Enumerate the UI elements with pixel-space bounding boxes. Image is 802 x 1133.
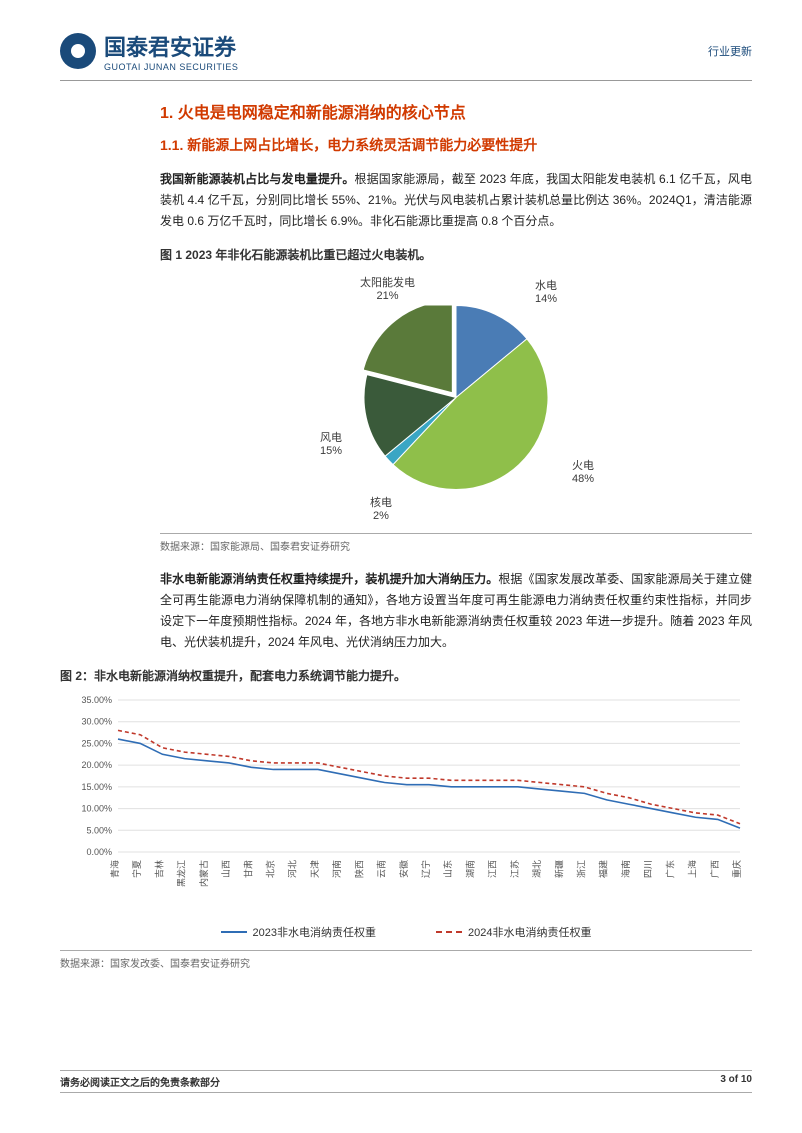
- section-heading-1: 1. 火电是电网稳定和新能源消纳的核心节点: [160, 99, 752, 123]
- pie-label-nuclear: 核电2%: [370, 494, 392, 522]
- svg-text:四川: 四川: [643, 860, 653, 878]
- svg-text:广东: 广东: [664, 860, 675, 878]
- figure-1-source: 数据来源：国家能源局、国泰君安证券研究: [160, 533, 752, 553]
- figure-2-legend: 2023非水电消纳责任权重 2024非水电消纳责任权重: [60, 924, 752, 940]
- footer-disclaimer: 请务必阅读正文之后的免责条款部分: [60, 1074, 220, 1089]
- svg-text:广西: 广西: [709, 860, 720, 878]
- figure-2-line-chart: 0.00% 5.00% 10.00% 15.00% 20.00% 25.00% 30.00%…: [60, 690, 752, 920]
- page-header: 国泰君安证券 GUOTAI JUNAN SECURITIES 行业更新: [60, 30, 752, 81]
- svg-text:吉林: 吉林: [153, 860, 164, 878]
- doc-type-label: 行业更新: [708, 43, 752, 59]
- svg-text:宁夏: 宁夏: [131, 860, 142, 878]
- main-content: 1. 火电是电网稳定和新能源消纳的核心节点 1.1. 新能源上网占比增长，电力系…: [160, 99, 752, 653]
- svg-text:5.00%: 5.00%: [86, 825, 112, 835]
- svg-text:黑龙江: 黑龙江: [176, 860, 187, 887]
- svg-text:35.00%: 35.00%: [81, 695, 112, 705]
- company-name-cn: 国泰君安证券: [104, 30, 238, 62]
- svg-text:青海: 青海: [109, 860, 120, 878]
- legend-item-2024: 2024非水电消纳责任权重: [436, 924, 591, 940]
- svg-text:15.00%: 15.00%: [81, 782, 112, 792]
- legend-label-2023: 2023非水电消纳责任权重: [253, 924, 376, 940]
- paragraph-1-lead: 我国新能源装机占比与发电量提升。: [160, 172, 354, 186]
- figure-1-caption: 图 1 2023 年非化石能源装机比重已超过火电装机。: [160, 246, 752, 263]
- pie-label-wind: 风电15%: [320, 429, 342, 457]
- svg-text:30.00%: 30.00%: [81, 717, 112, 727]
- svg-text:20.00%: 20.00%: [81, 760, 112, 770]
- svg-text:内蒙古: 内蒙古: [198, 860, 209, 887]
- legend-label-2024: 2024非水电消纳责任权重: [468, 924, 591, 940]
- company-name-en: GUOTAI JUNAN SECURITIES: [104, 62, 238, 72]
- svg-text:浙江: 浙江: [576, 860, 587, 878]
- svg-text:福建: 福建: [598, 860, 609, 878]
- svg-text:天津: 天津: [310, 860, 320, 878]
- svg-text:陕西: 陕西: [353, 860, 364, 878]
- svg-text:10.00%: 10.00%: [81, 804, 112, 814]
- legend-swatch-solid-icon: [221, 931, 247, 933]
- svg-text:甘肃: 甘肃: [242, 860, 253, 878]
- legend-swatch-dash-icon: [436, 931, 462, 933]
- svg-text:河北: 河北: [287, 860, 298, 878]
- svg-text:湖南: 湖南: [464, 860, 475, 878]
- svg-text:辽宁: 辽宁: [420, 860, 431, 878]
- section-heading-1-1: 1.1. 新能源上网占比增长，电力系统灵活调节能力必要性提升: [160, 135, 752, 155]
- brand-logo-icon: [60, 33, 96, 69]
- svg-text:新疆: 新疆: [553, 860, 564, 878]
- svg-text:湖北: 湖北: [532, 860, 542, 878]
- svg-text:山西: 山西: [221, 860, 231, 878]
- svg-text:江西: 江西: [488, 860, 498, 878]
- pie-label-hydro: 水电14%: [535, 277, 557, 305]
- pie-label-thermal: 火电48%: [572, 457, 594, 485]
- figure-2-caption: 图 2：非水电新能源消纳权重提升，配套电力系统调节能力提升。: [60, 667, 752, 684]
- svg-text:北京: 北京: [265, 860, 276, 878]
- svg-text:25.00%: 25.00%: [81, 738, 112, 748]
- paragraph-2: 非水电新能源消纳责任权重持续提升，装机提升加大消纳压力。根据《国家发展改革委、国…: [160, 569, 752, 653]
- page-root: 国泰君安证券 GUOTAI JUNAN SECURITIES 行业更新 1. 火…: [0, 0, 802, 1133]
- paragraph-1: 我国新能源装机占比与发电量提升。根据国家能源局，截至 2023 年底，我国太阳能…: [160, 169, 752, 232]
- svg-text:重庆: 重庆: [731, 860, 742, 878]
- legend-item-2023: 2023非水电消纳责任权重: [221, 924, 376, 940]
- figure-1-pie-chart: 太阳能发电21% 水电14% 风电15% 核电2% 火电48%: [160, 269, 752, 529]
- logo-inner-icon: [71, 44, 85, 58]
- logo-block: 国泰君安证券 GUOTAI JUNAN SECURITIES: [60, 30, 238, 72]
- svg-text:山东: 山东: [442, 860, 453, 878]
- svg-text:上海: 上海: [687, 860, 698, 878]
- svg-text:安徽: 安徽: [398, 860, 409, 878]
- svg-text:河南: 河南: [331, 860, 342, 878]
- svg-text:云南: 云南: [376, 860, 387, 878]
- footer-page-number: 3 of 10: [720, 1074, 752, 1089]
- page-footer: 请务必阅读正文之后的免责条款部分 3 of 10: [60, 1070, 752, 1093]
- svg-text:海南: 海南: [620, 860, 631, 878]
- paragraph-2-lead: 非水电新能源消纳责任权重持续提升，装机提升加大消纳压力。: [160, 572, 498, 586]
- svg-text:江苏: 江苏: [509, 860, 520, 878]
- figure-2-source: 数据来源：国家发改委、国泰君安证券研究: [60, 950, 752, 970]
- pie-label-solar: 太阳能发电21%: [360, 274, 415, 302]
- svg-text:0.00%: 0.00%: [86, 847, 112, 857]
